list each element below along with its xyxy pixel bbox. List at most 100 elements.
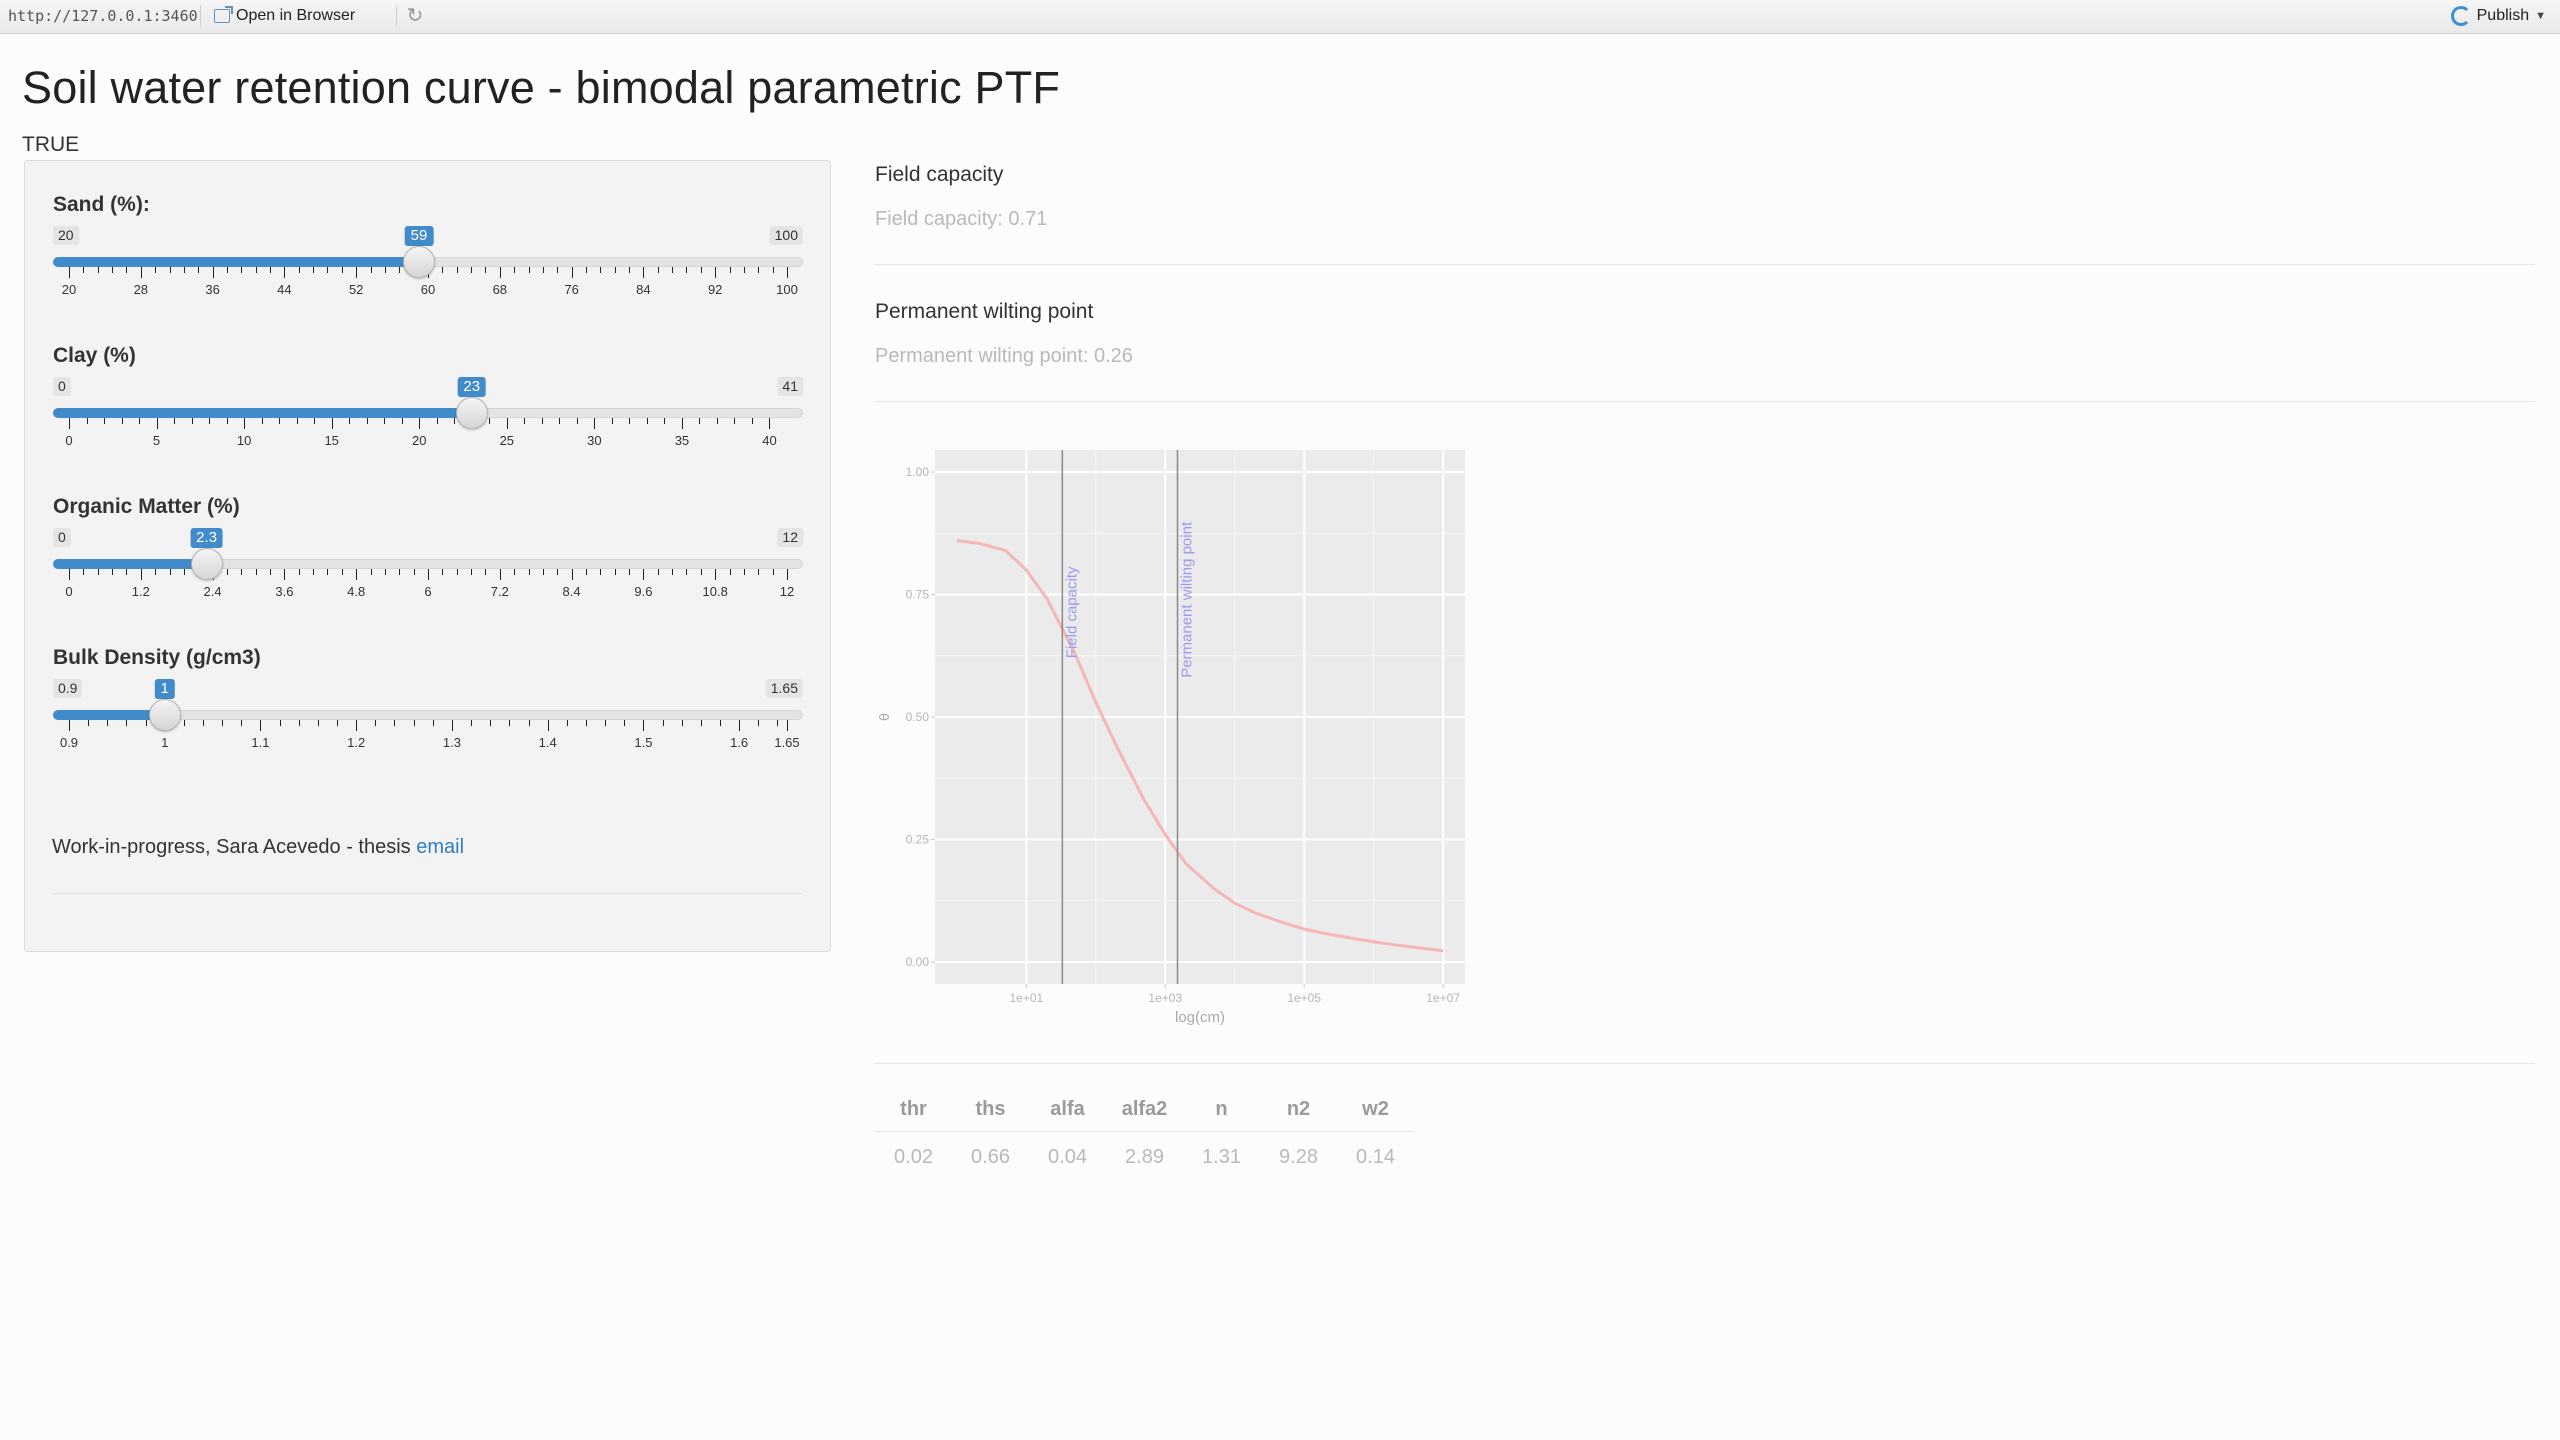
slider-tick-label: 1.2 <box>131 584 150 599</box>
open-in-browser-button[interactable]: Open in Browser <box>214 5 355 27</box>
x-tick-label: 1e+01 <box>1009 991 1043 1005</box>
slider-min-label: 0 <box>53 377 71 396</box>
slider-minor-tick <box>413 720 415 726</box>
slider-tick <box>284 569 286 580</box>
vline-label: Field capacity <box>1063 566 1080 658</box>
slider-tick <box>140 569 142 580</box>
slider-minor-tick <box>485 267 487 273</box>
slider-tick <box>739 720 741 731</box>
slider-tick <box>69 569 70 580</box>
email-link[interactable]: email <box>416 836 465 858</box>
slider-handle[interactable] <box>455 397 488 429</box>
slider-handle[interactable] <box>148 699 181 731</box>
slider-minor-tick <box>183 720 185 726</box>
slider-tick <box>212 267 214 278</box>
slider-tick <box>419 418 421 429</box>
slider-max-label: 100 <box>769 226 803 245</box>
slider-clay[interactable]: Clay (%) 0 41 23 0 5 10 15 20 25 30 35 40 <box>53 344 803 494</box>
url-text[interactable]: http://127.0.0.1:3460 <box>8 7 198 25</box>
slider-minor-tick <box>734 418 736 424</box>
param-header: w2 <box>1337 1098 1414 1132</box>
slider-minor-tick <box>226 418 228 424</box>
slider-tick-label: 1.2 <box>347 735 366 750</box>
slider-minor-tick <box>629 418 631 424</box>
slider-minor-tick <box>566 720 568 726</box>
slider-minor-tick <box>585 720 587 726</box>
slider-minor-tick <box>317 720 319 726</box>
chevron-down-icon[interactable]: ▼ <box>2535 10 2546 22</box>
slider-minor-tick <box>126 569 128 575</box>
param-value: 9.28 <box>1279 1146 1318 1168</box>
slider-label: Sand (%): <box>53 193 150 216</box>
slider-tick <box>643 569 645 580</box>
retention-curve-line <box>956 539 1444 953</box>
slider-minor-tick <box>442 267 444 273</box>
slider-tick-label: 35 <box>674 433 690 448</box>
slider-tick <box>787 720 788 731</box>
slider-minor-tick <box>126 267 128 273</box>
param-header: ths <box>952 1098 1029 1132</box>
slider-minor-tick <box>97 569 99 575</box>
slider-minor-tick <box>490 720 492 726</box>
slider-tick <box>356 569 358 580</box>
slider-minor-tick <box>314 418 316 424</box>
slider-minor-tick <box>169 267 171 273</box>
slider-value-label: 59 <box>404 226 434 246</box>
slider-handle[interactable] <box>190 548 223 580</box>
y-axis-label: θ <box>878 713 893 721</box>
slider-sand[interactable]: Sand (%): 20 100 59 20 28 36 44 52 60 68 76 84 92 100 <box>53 193 803 343</box>
slider-minor-tick <box>399 267 401 273</box>
divider <box>875 1063 2535 1064</box>
slider-handle[interactable] <box>403 246 436 278</box>
slider-minor-tick <box>743 267 745 273</box>
slider-minor-tick <box>174 418 176 424</box>
slider-minor-tick <box>471 720 473 726</box>
refresh-icon[interactable]: ↻ <box>406 5 424 27</box>
slider-tick <box>356 720 358 731</box>
y-tick-label: 0.00 <box>906 955 930 969</box>
slider-minor-tick <box>191 418 193 424</box>
slider-minor-tick <box>436 418 438 424</box>
slider-om[interactable]: Organic Matter (%) 0 12 2.3 0 1.2 2.4 3.6 4.8 6 7.… <box>53 495 803 645</box>
param-value: 0.04 <box>1048 1146 1087 1168</box>
retention-curve-plot: 0.00 0.25 0.50 0.75 1.00 1e+01 1e+03 1e+05 1e+07… <box>875 438 1475 1028</box>
slider-minor-tick <box>341 569 343 575</box>
slider-tick-label: 1 <box>161 735 169 750</box>
slider-tick <box>356 267 358 278</box>
slider-minor-tick <box>719 720 721 726</box>
publish-button[interactable]: Publish ▼ <box>2450 5 2546 27</box>
slider-min-label: 20 <box>53 226 79 245</box>
slider-minor-tick <box>88 720 90 726</box>
slider-minor-tick <box>777 720 779 726</box>
y-tick-label: 0.25 <box>906 832 930 846</box>
slider-tick-label: 92 <box>707 282 723 297</box>
slider-tick <box>140 267 142 278</box>
slider-tick-label: 4.8 <box>347 584 366 599</box>
slider-tick <box>506 418 508 429</box>
slider-fill <box>53 710 165 720</box>
slider-tick-label: 0 <box>65 584 73 599</box>
slider-tick-label: 20 <box>412 433 427 448</box>
slider-minor-tick <box>471 267 473 273</box>
field-capacity-heading: Field capacity <box>875 163 1004 186</box>
slider-tick-label: 36 <box>205 282 220 297</box>
slider-minor-tick <box>758 569 760 575</box>
slider-minor-tick <box>241 569 243 575</box>
slider-minor-tick <box>384 569 386 575</box>
credit-label: Work-in-progress, Sara Acevedo - thesis <box>52 836 417 858</box>
slider-minor-tick <box>585 267 587 273</box>
slider-minor-tick <box>337 720 339 726</box>
slider-max-label: 12 <box>777 528 803 547</box>
slider-minor-tick <box>104 418 106 424</box>
slider-minor-tick <box>686 267 688 273</box>
slider-minor-tick <box>241 267 243 273</box>
slider-minor-tick <box>327 267 329 273</box>
slider-minor-tick <box>370 267 372 273</box>
slider-bd[interactable]: Bulk Density (g/cm3) 0.9 1.65 1 0.9 1 1.1 1.2 1.… <box>53 646 803 796</box>
slider-minor-tick <box>298 569 300 575</box>
slider-tick <box>260 720 262 731</box>
toolbar-divider <box>396 5 397 27</box>
slider-minor-tick <box>375 720 377 726</box>
slider-tick-label: 100 <box>776 282 798 297</box>
slider-tick <box>69 267 70 278</box>
